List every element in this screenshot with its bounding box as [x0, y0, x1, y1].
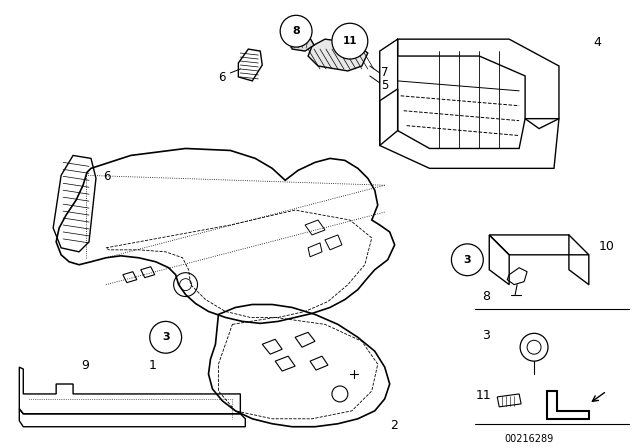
Text: 3: 3 [463, 255, 471, 265]
Text: 4: 4 [594, 36, 602, 49]
Text: 6: 6 [218, 71, 226, 84]
Text: 5: 5 [381, 79, 388, 92]
Circle shape [451, 244, 483, 276]
Text: 9: 9 [81, 359, 89, 372]
Circle shape [332, 23, 368, 59]
Circle shape [280, 15, 312, 47]
Text: 1: 1 [148, 359, 157, 372]
Polygon shape [308, 39, 368, 71]
Text: 6: 6 [103, 170, 111, 183]
Text: 7: 7 [381, 66, 388, 79]
Text: 11: 11 [476, 389, 491, 402]
Circle shape [150, 321, 182, 353]
Text: 3: 3 [483, 329, 490, 342]
Text: 3: 3 [162, 332, 170, 342]
Polygon shape [290, 36, 314, 51]
Text: 8: 8 [483, 289, 490, 302]
Text: 10: 10 [599, 240, 614, 253]
Text: 11: 11 [342, 36, 357, 46]
Text: 00216289: 00216289 [504, 434, 554, 444]
Text: 8: 8 [292, 26, 300, 36]
Text: 2: 2 [390, 419, 397, 432]
